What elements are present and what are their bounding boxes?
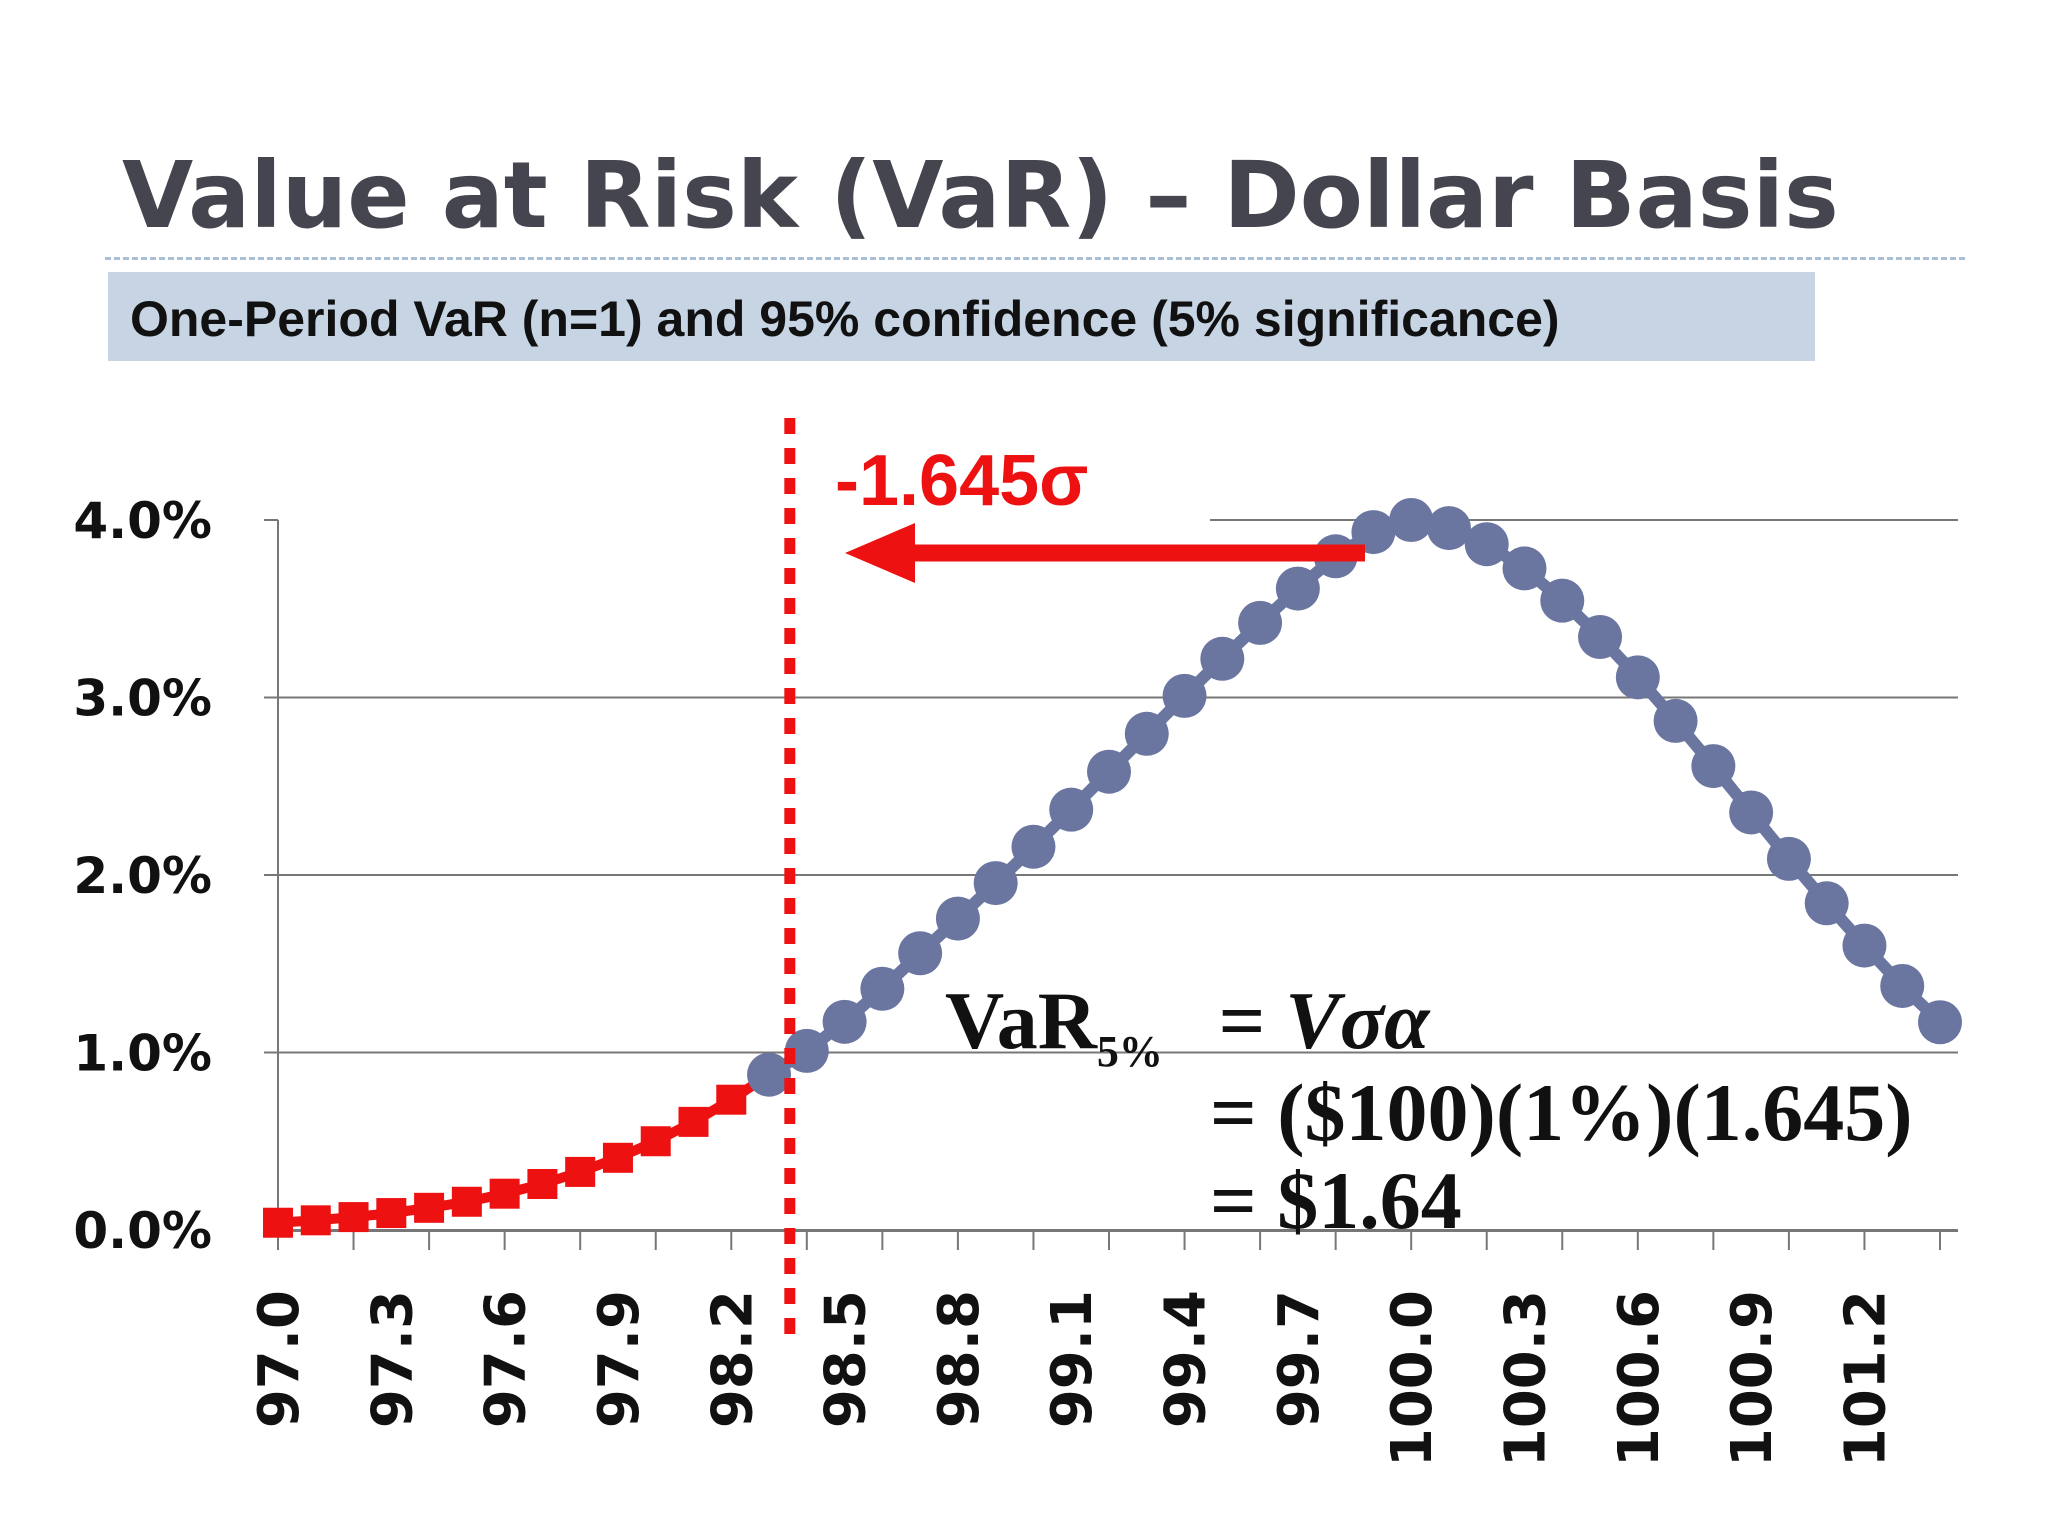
tail-point — [527, 1169, 558, 1200]
body-point — [1087, 749, 1131, 794]
body-point — [1880, 963, 1925, 1008]
x-tick-label: 100.6 — [1607, 1290, 1672, 1467]
data-series — [263, 498, 1962, 1238]
sigma-label: -1.645σ — [835, 441, 1088, 521]
tail-point — [300, 1205, 331, 1236]
x-axis-ticks: 97.0 97.3 97.6 97.9 98.2 98.5 98.8 99.1 99.4 99.7… — [247, 1290, 1898, 1467]
body-point — [1766, 836, 1811, 881]
x-tick-label: 99.1 — [1040, 1290, 1105, 1428]
x-tick-label: 99.4 — [1154, 1290, 1219, 1428]
body-point — [1464, 522, 1509, 567]
var-formula: VaR5% = Vσα = ($100)(1%)(1.645) = $1.64 — [945, 975, 1913, 1246]
x-tick-label: 98.8 — [927, 1290, 992, 1428]
tail-point — [338, 1202, 369, 1233]
body-point — [1124, 711, 1169, 756]
title-divider — [105, 257, 1965, 260]
x-tick-label: 100.3 — [1494, 1290, 1559, 1467]
tail-point — [640, 1126, 671, 1157]
body-point — [1653, 698, 1698, 743]
body-point — [1162, 673, 1207, 718]
formula-line-1: = Vσα — [1218, 975, 1431, 1066]
body-point — [1275, 566, 1320, 611]
y-axis-ticks: 0.0% 1.0% 2.0% 3.0% 4.0% — [73, 492, 212, 1260]
formula-line-2: = ($100)(1%)(1.645) — [1210, 1067, 1913, 1158]
x-tick-label: 101.2 — [1833, 1290, 1898, 1467]
body-point — [1842, 923, 1887, 968]
y-tick-label: 0.0% — [73, 1202, 212, 1260]
body-point — [1238, 600, 1283, 645]
y-tick-label: 1.0% — [73, 1025, 212, 1083]
body-point — [784, 1028, 829, 1073]
body-point — [1351, 510, 1396, 555]
x-tick-label: 97.6 — [474, 1290, 539, 1428]
body-point — [860, 966, 905, 1011]
tail-point — [678, 1106, 709, 1137]
arrow-head — [845, 523, 915, 583]
tail-point — [565, 1156, 596, 1187]
body-point — [1049, 787, 1094, 832]
body-point — [1502, 546, 1547, 591]
tail-point — [716, 1084, 747, 1115]
body-point — [1804, 881, 1849, 926]
tail-point — [414, 1192, 445, 1223]
tail-point — [263, 1207, 293, 1238]
formula-line-3: = $1.64 — [1210, 1155, 1462, 1246]
body-point — [747, 1052, 792, 1097]
body-point — [1200, 636, 1245, 681]
body-point — [898, 931, 943, 976]
page-title: Value at Risk (VaR) – Dollar Basis — [122, 142, 1839, 249]
x-tick-label: 100.9 — [1720, 1290, 1785, 1467]
body-point — [1578, 614, 1623, 659]
subtitle-text: One-Period VaR (n=1) and 95% confidence … — [130, 291, 1560, 347]
formula-lhs: VaR5% — [945, 975, 1163, 1076]
body-point — [1426, 506, 1471, 551]
y-tick-label: 3.0% — [73, 670, 212, 728]
formula-lhs-sub: 5% — [1097, 1027, 1163, 1076]
sigma-arrow — [845, 523, 1365, 583]
tail-series-line — [277, 1070, 772, 1228]
x-tick-label: 97.3 — [360, 1290, 425, 1428]
body-point — [1918, 1000, 1962, 1045]
tail-point — [451, 1186, 482, 1217]
body-point — [1011, 824, 1056, 869]
body-point — [822, 999, 867, 1044]
formula-lhs-main: VaR — [945, 975, 1098, 1066]
tail-point — [602, 1142, 633, 1173]
grid-lines — [264, 519, 1958, 1250]
x-tick-label: 98.5 — [814, 1290, 879, 1428]
tail-point — [376, 1198, 407, 1229]
x-tick-label: 97.0 — [247, 1290, 312, 1428]
body-point — [1389, 498, 1434, 542]
subtitle-banner: One-Period VaR (n=1) and 95% confidence … — [108, 272, 1815, 361]
body-point — [1691, 744, 1736, 789]
body-point — [1615, 655, 1660, 700]
x-tick-label: 100.0 — [1380, 1290, 1445, 1467]
body-point — [973, 861, 1018, 906]
x-tick-label: 99.7 — [1267, 1290, 1332, 1428]
y-tick-label: 4.0% — [73, 492, 212, 550]
body-point — [1729, 790, 1774, 835]
y-tick-label: 2.0% — [73, 847, 212, 905]
x-tick-label: 98.2 — [700, 1290, 765, 1428]
body-point — [1540, 578, 1585, 623]
tail-point — [489, 1178, 520, 1209]
body-point — [935, 896, 980, 941]
x-tick-label: 97.9 — [587, 1290, 652, 1428]
